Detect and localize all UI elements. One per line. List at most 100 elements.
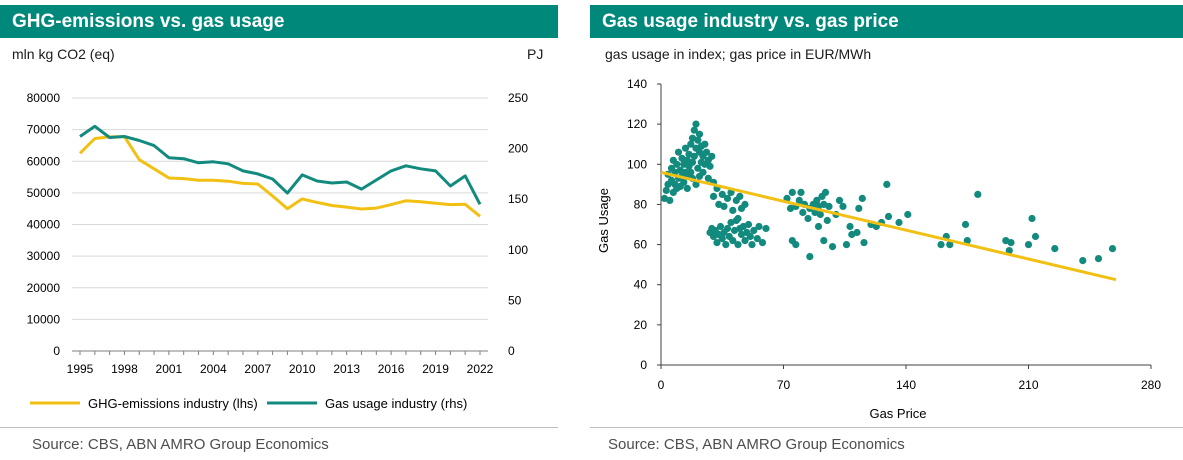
scatter-point [674,148,683,156]
right-y-tick-label: 200 [508,142,528,156]
scatter-point [687,168,695,176]
y-tick-label: 120 [627,117,647,131]
scatter-chart: 0 20 40 60 80 100 120 140 0 70 140 210 280 Gas Usage G… [596,77,1161,421]
ghg-emissions-line [78,135,481,218]
scatter-point [860,239,868,247]
scatter-point [839,202,847,210]
scatter-point [695,172,704,180]
x-axis-title: Gas Price [869,406,926,421]
legend-label: GHG-emissions industry (lhs) [88,396,258,411]
x-tick-label: 2004 [200,362,227,376]
left-y-tick-label: 0 [53,344,60,358]
scatter-point [835,196,844,204]
right-y-tick-label: 0 [508,344,515,358]
scatter-point [804,214,812,223]
scatter-point [820,237,828,245]
left-axis-unit-label: mln kg CO2 (eq) [12,46,115,62]
scatter-point [1031,232,1040,241]
scatter-point [741,200,749,208]
scatter-point [823,216,831,225]
scatter-point [692,180,700,188]
left-chart-panel: GHG-emissions vs. gas usage mln kg CO2 (… [0,0,558,460]
right-source-divider [590,427,1183,428]
x-tick-label: 280 [1141,378,1161,392]
scatter-point [748,241,756,249]
scatter-point [734,241,742,249]
scatter-point [842,241,851,249]
scatter-point [673,160,681,168]
right-chart-subtitle: gas usage in index; gas price in EUR/MWh [605,46,872,62]
scatter-point [688,158,697,166]
scatter-point [1079,257,1087,265]
scatter-point [884,212,893,221]
scatter-point [694,164,702,172]
scatter-point [963,237,971,245]
scatter-point [706,162,714,170]
scatter-point [855,204,863,212]
scatter-point [704,174,712,182]
scatter-point [716,222,725,231]
line-chart: 0 10000 20000 30000 40000 50000 60000 70000 8000… [27,91,529,411]
scatter-point [694,136,702,144]
left-y-tick-label: 30000 [27,249,61,263]
scatter-point [750,226,758,235]
left-y-tick-label: 60000 [27,154,61,168]
scatter-point [762,224,770,233]
x-tick-label: 2007 [244,362,271,376]
scatter-point [883,180,891,188]
scatter-point [722,241,730,249]
scatter-point [746,232,754,241]
scatter-point [937,241,945,249]
scatter-point [695,130,704,138]
right-y-tick-label: 150 [508,192,528,206]
scatter-point [797,188,805,196]
scatter-point [709,192,718,200]
left-y-tick-label: 40000 [27,218,61,232]
scatter-point [720,202,728,210]
right-chart-header: Gas usage industry vs. gas price [590,5,1183,38]
scatter-point [680,178,688,186]
scatter-point [974,190,982,198]
scatter-point [946,241,954,249]
scatter-point [708,152,716,160]
x-tick-label: 2019 [422,362,449,376]
scatter-point [741,237,749,245]
scatter-point [813,196,821,204]
right-axis-unit-label: PJ [527,46,544,62]
x-tick-label: 1995 [67,362,94,376]
scatter-point [690,152,698,160]
scatter-point [666,196,674,204]
scatter-point [792,241,800,249]
scatter-point [895,218,903,227]
scatter-point [662,186,670,194]
scatter-point [814,222,823,231]
scatter-point [788,188,796,196]
scatter-point [729,237,737,245]
scatter-point [718,190,726,198]
right-y-tick-label: 100 [508,243,528,257]
scatter-point [713,239,721,247]
right-y-tick-label: 250 [508,91,528,105]
scatter-point [702,148,711,156]
scatter-point [1108,245,1117,253]
scatter-point [795,196,803,204]
scatter-point [846,222,854,231]
y-tick-label: 40 [634,278,648,292]
scatter-point [904,210,912,219]
scatter-point [1051,245,1059,253]
x-tick-label: 1998 [111,362,138,376]
gas-usage-line [79,124,482,205]
right-source-note: Source: CBS, ABN AMRO Group Economics [608,436,905,453]
scatter-point [687,140,695,148]
scatter-point [758,239,767,247]
y-tick-label: 60 [634,238,648,252]
x-tick-label: 2010 [289,362,316,376]
left-y-tick-label: 50000 [27,186,61,200]
y-tick-label: 80 [634,197,648,211]
scatter-point [681,144,690,152]
scatter-point [961,220,970,229]
left-y-tick-label: 70000 [27,123,61,137]
scatter-point [1094,255,1103,263]
scatter-point [723,224,732,233]
scatter-point [1028,214,1036,223]
